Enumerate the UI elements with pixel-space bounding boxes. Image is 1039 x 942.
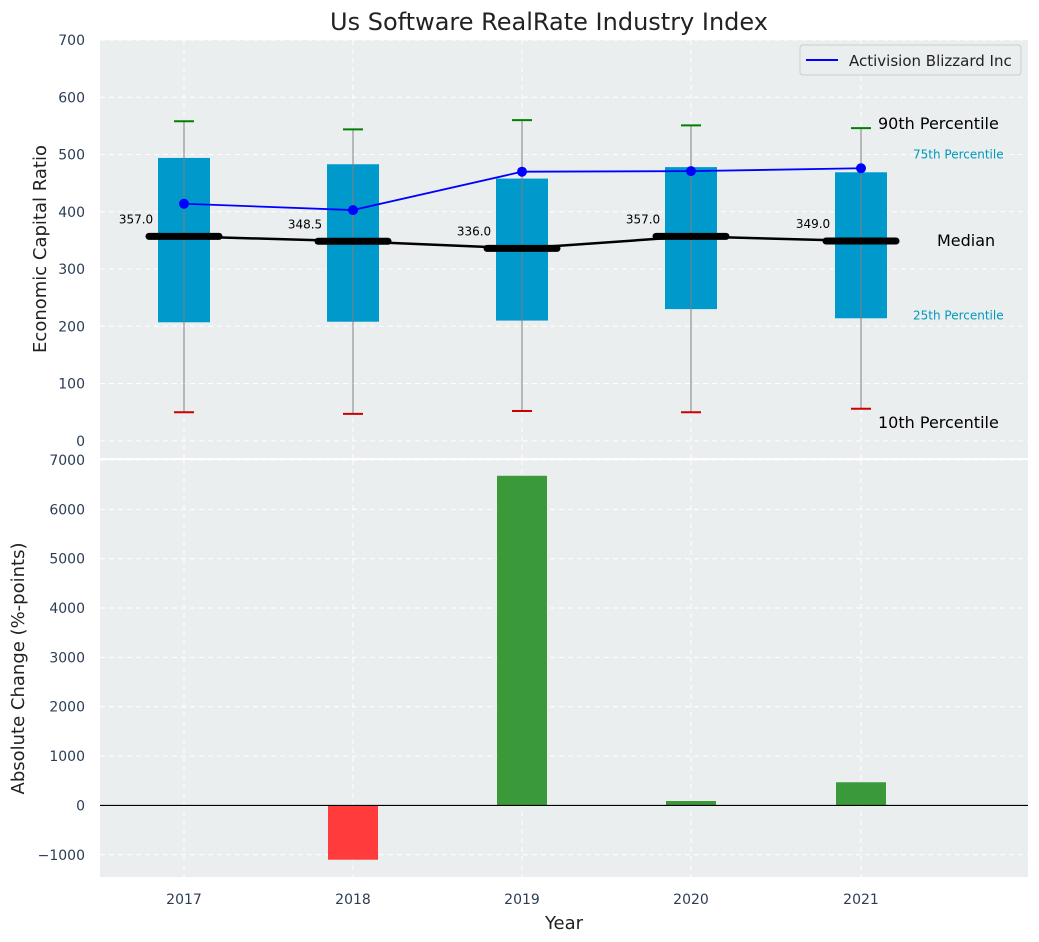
legend-box bbox=[799, 44, 1022, 76]
change-bar bbox=[836, 782, 886, 806]
company-series-point bbox=[179, 198, 189, 209]
median-value-label: 357.0 bbox=[119, 212, 153, 226]
bottom-y-tick-label: 5000 bbox=[49, 552, 85, 568]
median-value-label: 349.0 bbox=[796, 217, 830, 231]
annotation-p75: 75th Percentile bbox=[913, 147, 1004, 161]
annotation-median: Median bbox=[937, 231, 995, 250]
top-plot-background bbox=[100, 40, 1028, 458]
bottom-y-tick-label: 6000 bbox=[49, 502, 85, 518]
x-axis-title: Year bbox=[544, 913, 584, 934]
annotation-p10: 10th Percentile bbox=[878, 413, 999, 432]
company-series-point bbox=[856, 163, 866, 174]
bottom-panel: −1000 0 1000 2000 3000 4000 5000 6000 7000 2017 20… bbox=[8, 453, 1028, 934]
x-tick-label: 2017 bbox=[166, 892, 202, 908]
top-y-tick-label: 700 bbox=[58, 33, 85, 49]
bottom-y-tick-label: 2000 bbox=[49, 700, 85, 716]
top-y-tick-label: 500 bbox=[58, 148, 85, 164]
top-y-tick-label: 600 bbox=[58, 90, 85, 106]
legend-entry: Activision Blizzard Inc bbox=[849, 52, 1012, 70]
bottom-plot-background bbox=[100, 460, 1028, 877]
top-y-tick-label: 0 bbox=[76, 434, 85, 450]
top-y-tick-label: 400 bbox=[58, 205, 85, 221]
company-series-point bbox=[517, 166, 527, 177]
median-value-label: 357.0 bbox=[626, 212, 660, 226]
annotation-p90: 90th Percentile bbox=[878, 114, 999, 133]
company-series-point bbox=[686, 166, 696, 177]
company-series-point bbox=[348, 205, 358, 216]
bottom-y-tick-label: 4000 bbox=[49, 601, 85, 617]
x-tick-label: 2021 bbox=[843, 892, 879, 908]
change-bar bbox=[497, 475, 547, 806]
bottom-y-tick-label: 3000 bbox=[49, 650, 85, 666]
top-y-tick-label: 300 bbox=[58, 262, 85, 278]
top-y-axis-title: Economic Capital Ratio bbox=[30, 145, 51, 353]
change-bar bbox=[666, 801, 716, 806]
top-y-tick-label: 100 bbox=[58, 377, 85, 393]
median-value-label: 348.5 bbox=[288, 217, 322, 231]
change-bar bbox=[328, 805, 378, 860]
annotation-p25: 25th Percentile bbox=[913, 308, 1004, 322]
legend: Activision Blizzard Inc bbox=[799, 44, 1022, 76]
bottom-y-tick-label: 0 bbox=[76, 798, 85, 814]
x-tick-label: 2020 bbox=[673, 892, 709, 908]
top-panel: 0 100 200 300 400 500 600 700 Us Software RealRa… bbox=[30, 8, 1028, 458]
bottom-y-axis-title: Absolute Change (%-points) bbox=[8, 543, 29, 795]
bottom-y-tick-label: 1000 bbox=[49, 749, 85, 765]
x-tick-label: 2019 bbox=[504, 892, 540, 908]
median-value-label: 336.0 bbox=[457, 224, 491, 238]
bottom-y-tick-label: 7000 bbox=[49, 453, 85, 469]
top-y-tick-label: 200 bbox=[58, 319, 85, 335]
chart-title: Us Software RealRate Industry Index bbox=[330, 8, 768, 36]
bottom-y-tick-label: −1000 bbox=[38, 848, 85, 864]
x-tick-label: 2018 bbox=[335, 892, 371, 908]
